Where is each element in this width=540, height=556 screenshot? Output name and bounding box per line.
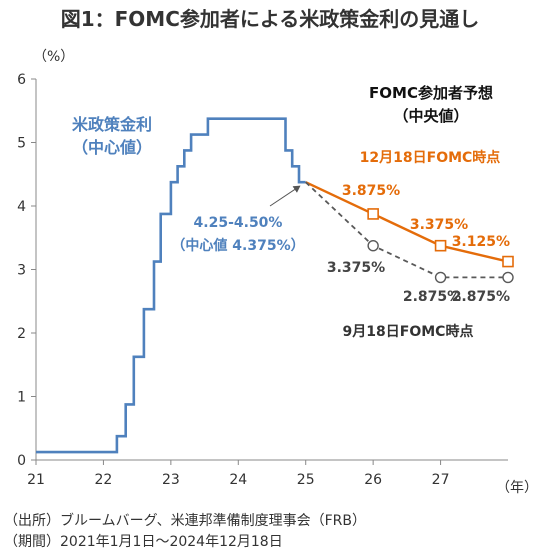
period-note: （期間）2021年1月1日～2024年12月18日 xyxy=(4,534,283,550)
sep-projection-line xyxy=(305,181,508,279)
projection-header: FOMC参加者予想 xyxy=(369,84,493,102)
x-tick-label: 24 xyxy=(229,472,247,488)
current-rate-arrow xyxy=(269,185,301,207)
sep-projection-marker xyxy=(367,239,379,252)
current-rate-label-sub: （中心値 4.375%） xyxy=(171,237,304,254)
y-tick-label: 6 xyxy=(17,72,26,88)
sep-data-label: 2.875% xyxy=(403,289,461,305)
dec-projection-marker xyxy=(434,239,447,252)
y-tick-label: 5 xyxy=(17,136,26,152)
dec-data-label: 3.875% xyxy=(342,183,400,199)
y-tick-label: 1 xyxy=(17,390,26,406)
source-note: （出所）ブルームバーグ、米連邦準備制度理事会（FRB） xyxy=(4,513,366,529)
dec-projection-marker xyxy=(367,208,379,220)
x-tick-label: 27 xyxy=(432,472,450,488)
dec-projection-marker xyxy=(502,255,514,268)
y-tick-label: 2 xyxy=(17,326,26,342)
dec-data-label: 3.375% xyxy=(410,217,468,233)
dec-series-name: 12月18日FOMC時点 xyxy=(360,149,501,166)
dec-projection-line xyxy=(305,181,509,263)
dec-data-label: 3.125% xyxy=(452,234,510,250)
sep-data-label: 3.375% xyxy=(327,260,385,276)
y-tick-label: 0 xyxy=(17,453,26,469)
chart-title: 図1：FOMC参加者による米政策金利の見通し xyxy=(60,7,480,31)
sep-series-name: 9月18日FOMC時点 xyxy=(343,323,474,340)
sep-projection-marker xyxy=(434,271,447,284)
y-axis-unit: （%） xyxy=(33,49,74,65)
x-axis-unit: （年） xyxy=(496,480,538,496)
policy-rate-line xyxy=(36,117,306,454)
y-tick-label: 4 xyxy=(17,199,26,215)
x-tick-label: 21 xyxy=(27,472,45,488)
current-rate-label: 4.25-4.50% xyxy=(194,215,283,231)
x-tick-label: 26 xyxy=(364,472,382,488)
projection-header-sub: （中央値） xyxy=(393,107,468,125)
policy-rate-label: 米政策金利 xyxy=(72,115,152,134)
sep-data-label: 2.875% xyxy=(452,289,510,305)
x-tick-label: 22 xyxy=(95,472,113,488)
sep-projection-marker xyxy=(502,271,514,284)
policy-rate-label-sub: （中心値） xyxy=(72,138,152,157)
x-tick-label: 23 xyxy=(162,472,180,488)
x-tick-label: 25 xyxy=(297,472,315,488)
y-tick-label: 3 xyxy=(17,263,26,279)
